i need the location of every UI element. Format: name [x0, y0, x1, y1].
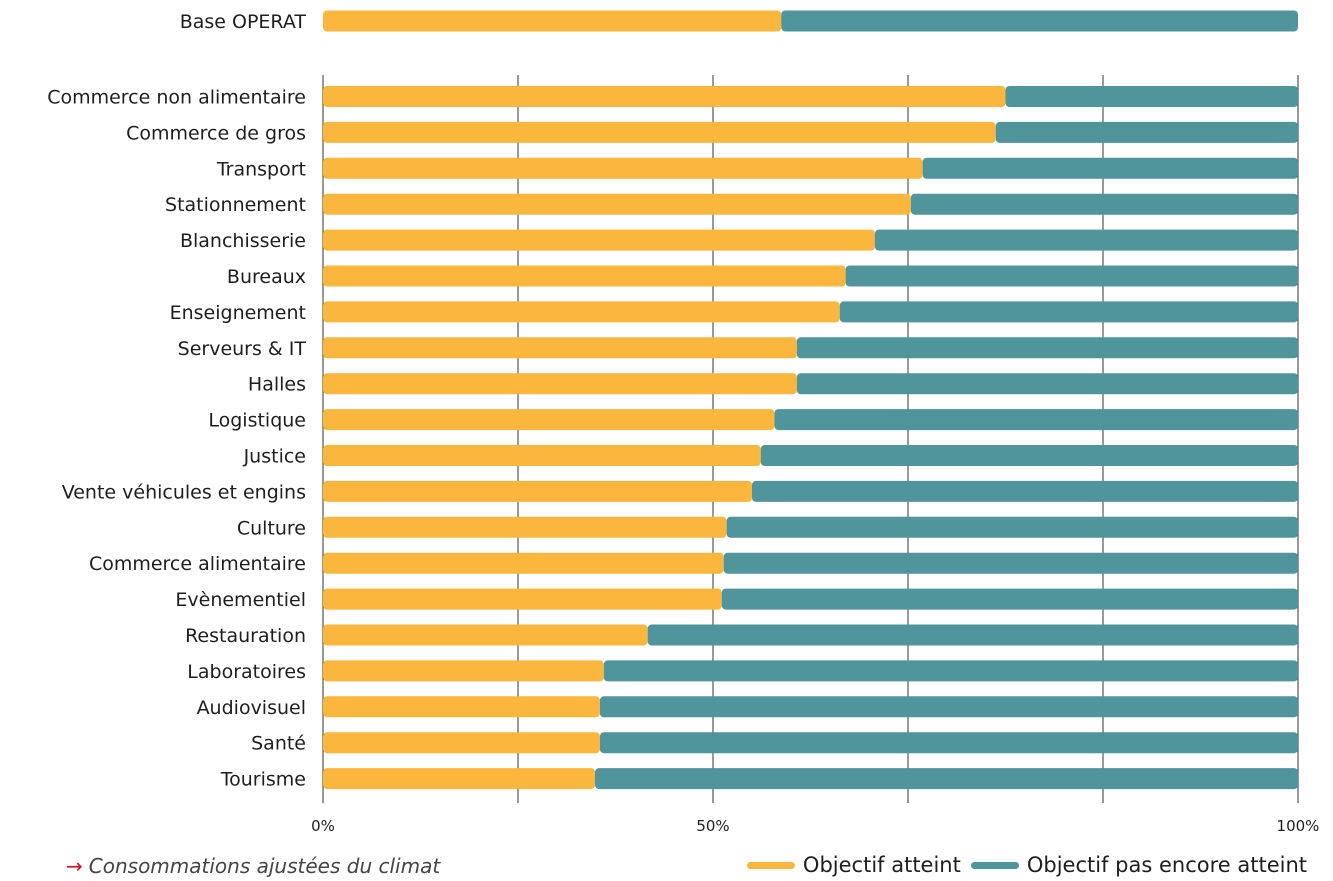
bar-justice-achieved: [323, 445, 761, 466]
bar-audiovisuel-not-achieved: [599, 696, 1298, 718]
bar-laboratoires-not-achieved: [603, 660, 1298, 682]
bar-commerce-alimentaire-not-achieved: [723, 552, 1298, 574]
bar-laboratoires-achieved: [323, 660, 604, 682]
category-label: Santé: [251, 733, 306, 755]
legend-item-not-achieved: Objectif pas encore atteint: [970, 853, 1307, 877]
bar-serveurs-it-achieved: [323, 337, 797, 359]
category-labels: Base OPERAT Commerce non alimentaire Comme…: [47, 11, 306, 791]
bar-stationnement-not-achieved: [910, 193, 1298, 215]
category-label: Logistique: [208, 410, 306, 432]
legend-swatch-not-achieved: [970, 861, 1019, 869]
bar-justice-not-achieved: [760, 445, 1298, 466]
category-label: Bureaux: [227, 266, 306, 288]
bar-culture-achieved: [323, 516, 727, 538]
legend-label-not-achieved: Objectif pas encore atteint: [1026, 853, 1307, 877]
category-label: Enseignement: [170, 302, 306, 324]
bar-halles-not-achieved: [796, 373, 1298, 395]
bar-evenementiel-not-achieved: [721, 588, 1298, 610]
footnote-text: Consommations ajustées du climat: [88, 854, 441, 878]
bar-tourisme-not-achieved: [595, 768, 1298, 790]
bar-restauration-achieved: [323, 624, 648, 646]
bars: [323, 10, 1298, 790]
bar-transport-achieved: [323, 157, 923, 179]
bar-enseignement-not-achieved: [839, 301, 1298, 323]
category-label: Audiovisuel: [197, 697, 306, 719]
bar-bureaux-achieved: [323, 265, 846, 287]
bar-logistique-not-achieved: [774, 409, 1298, 431]
bar-sante-achieved: [323, 732, 600, 754]
bar-enseignement-achieved: [323, 301, 840, 323]
category-label: Evènementiel: [175, 589, 306, 611]
bar-restauration-not-achieved: [647, 624, 1298, 646]
bar-audiovisuel-achieved: [323, 696, 600, 718]
x-axis-ticks: 0% 50% 100%: [311, 817, 1319, 835]
bar-serveurs-it-not-achieved: [796, 337, 1298, 359]
bar-sante-not-achieved: [599, 732, 1298, 754]
bar-tourisme-achieved: [323, 768, 596, 790]
bar-culture-not-achieved: [726, 516, 1298, 538]
bar-logistique-achieved: [323, 409, 775, 431]
footnote: → Consommations ajustées du climat: [66, 854, 440, 878]
bar-bureaux-not-achieved: [845, 265, 1298, 287]
category-label: Laboratoires: [187, 661, 306, 683]
legend-label-achieved: Objectif atteint: [802, 853, 961, 877]
category-label: Transport: [216, 158, 306, 180]
category-label: Commerce alimentaire: [89, 553, 306, 575]
category-label: Restauration: [185, 625, 306, 647]
x-tick-label: 0%: [311, 817, 335, 835]
bar-blanchisserie-achieved: [323, 229, 875, 251]
bar-commerce-de-gros-achieved: [323, 121, 996, 143]
category-label: Culture: [237, 517, 306, 539]
category-label: Stationnement: [165, 194, 306, 216]
category-label: Tourisme: [220, 769, 306, 791]
legend-swatch-achieved: [746, 861, 795, 869]
category-label: Vente véhicules et engins: [62, 481, 306, 503]
bar-commerce-de-gros-not-achieved: [995, 121, 1298, 143]
x-tick-label: 50%: [696, 817, 729, 835]
legend-item-achieved: Objectif atteint: [746, 853, 961, 877]
x-tick-label: 100%: [1277, 817, 1320, 835]
bar-stationnement-achieved: [323, 193, 911, 215]
bar-halles-achieved: [323, 373, 797, 395]
grid-lines: [322, 75, 1299, 803]
category-label: Blanchisserie: [180, 230, 306, 252]
bar-base-operat-achieved: [323, 10, 782, 32]
category-label: Commerce de gros: [126, 122, 306, 144]
bar-vente-vehicules-et-engins-not-achieved: [752, 480, 1298, 502]
bar-commerce-non-alimentaire-not-achieved: [1005, 86, 1298, 107]
category-label: Commerce non alimentaire: [47, 87, 306, 109]
legend: Objectif atteint Objectif pas encore att…: [746, 853, 1307, 877]
bar-vente-vehicules-et-engins-achieved: [323, 480, 752, 502]
category-label: Halles: [248, 374, 306, 396]
bar-blanchisserie-not-achieved: [874, 229, 1298, 251]
category-label: Justice: [243, 446, 306, 468]
category-label: Base OPERAT: [180, 11, 307, 33]
category-label: Serveurs & IT: [178, 338, 307, 360]
bar-evenementiel-achieved: [323, 588, 722, 610]
bar-commerce-alimentaire-achieved: [323, 552, 724, 574]
arrow-icon: →: [66, 854, 83, 878]
bar-commerce-non-alimentaire-achieved: [323, 86, 1006, 107]
bar-base-operat-not-achieved: [781, 10, 1298, 32]
bar-transport-not-achieved: [922, 157, 1298, 179]
